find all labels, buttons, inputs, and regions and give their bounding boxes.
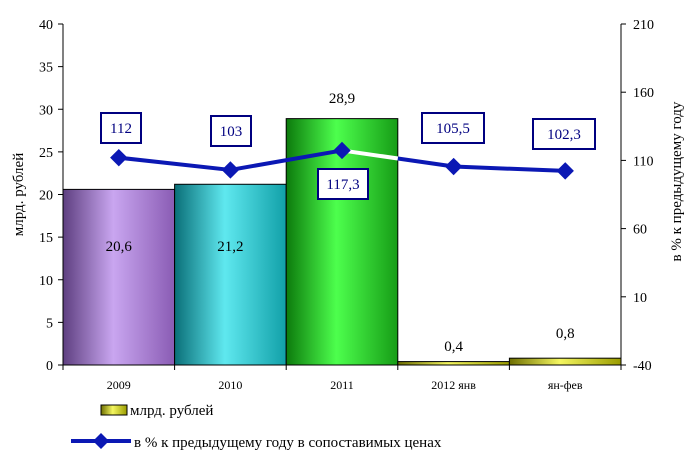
legend-bar-swatch <box>100 404 128 416</box>
bar-value-label: 0,4 <box>444 339 463 355</box>
right-tick-label: 60 <box>633 223 647 238</box>
x-tick-label: ян-фев <box>548 378 583 392</box>
x-tick-label: 2011 <box>330 378 354 392</box>
left-tick-label: 20 <box>39 189 53 204</box>
bar-3 <box>397 361 510 366</box>
line-segment <box>453 164 566 173</box>
left-tick-label: 25 <box>39 146 53 161</box>
line-value-label: 105,5 <box>436 121 470 137</box>
left-tick-label: 15 <box>39 231 53 246</box>
x-tick-label: 2009 <box>107 378 131 392</box>
line-point-4 <box>556 162 574 180</box>
bar-value-label: 20,6 <box>106 239 133 255</box>
right-tick-label: -40 <box>633 359 652 374</box>
left-tick-label: 35 <box>39 61 53 76</box>
x-tick-label: 2010 <box>218 378 242 392</box>
line-value-box <box>210 115 252 147</box>
right-tick-label: 10 <box>633 291 647 306</box>
right-tick-label: 210 <box>633 18 654 33</box>
line-value-label: 103 <box>220 124 243 140</box>
bar-2 <box>285 118 399 366</box>
right-tick-label: 160 <box>633 86 654 101</box>
line-point-1 <box>221 161 240 179</box>
line-point-0 <box>110 148 128 167</box>
line-segment <box>230 148 343 172</box>
left-tick-label: 10 <box>39 274 53 289</box>
left-tick-label: 0 <box>46 359 53 374</box>
x-tick-label: 2012 янв <box>431 378 476 392</box>
line-point-3 <box>444 157 463 176</box>
line-segment <box>118 155 231 172</box>
y-axis-title: млрд. рублей <box>11 153 27 236</box>
line-value-label: 112 <box>110 121 132 137</box>
bar-value-label: 21,2 <box>217 239 243 255</box>
line-segment <box>397 156 454 169</box>
bar-value-label: 0,8 <box>556 326 575 342</box>
line-value-box <box>317 168 369 200</box>
left-tick-label: 5 <box>46 316 53 331</box>
line-value-box <box>532 118 596 150</box>
bar-1 <box>174 183 287 366</box>
left-tick-label: 40 <box>39 18 53 33</box>
legend-bar-label: млрд. рублей <box>130 403 213 419</box>
bar-value-label: 28,9 <box>329 91 355 107</box>
line-point-2 <box>333 141 351 160</box>
legend-line-label: в % к предыдущему году в сопоставимых це… <box>134 435 442 451</box>
bar-4 <box>508 357 622 366</box>
left-tick-label: 30 <box>39 103 53 118</box>
line-value-label: 102,3 <box>547 127 581 143</box>
y2-axis-title: в % к предыдущему году <box>669 101 685 261</box>
bar-0 <box>62 188 176 366</box>
right-tick-label: 110 <box>633 154 653 169</box>
line-value-box <box>100 112 142 144</box>
line-value-box <box>421 112 485 144</box>
line-value-label: 117,3 <box>326 177 359 193</box>
legend-line-marker <box>93 433 109 449</box>
